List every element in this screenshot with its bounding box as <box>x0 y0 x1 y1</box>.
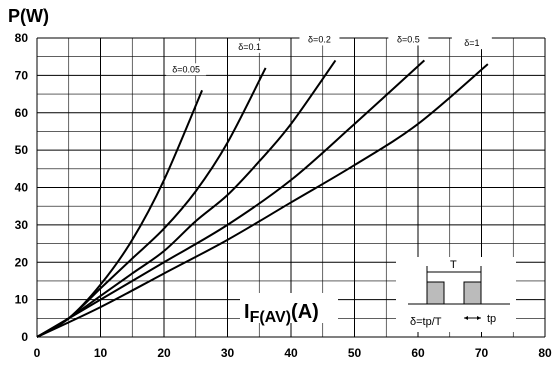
pulse-2 <box>463 281 482 305</box>
series-line <box>36 59 426 338</box>
series-label-bg <box>166 63 207 76</box>
series-line <box>36 63 489 338</box>
x-axis-label-sub: F(AV) <box>250 309 291 326</box>
inset-period-label: T <box>450 259 457 271</box>
x-axis-label-main: I <box>244 301 250 323</box>
y-axis-label: P(W) <box>8 6 49 26</box>
x-tick-label: 10 <box>94 346 108 360</box>
series-line <box>36 59 337 338</box>
x-axis-label-unit: (A) <box>291 301 319 323</box>
series-lines <box>36 59 489 338</box>
x-tick-label: 20 <box>157 346 171 360</box>
series-label-bg <box>451 37 492 50</box>
pulse-1 <box>426 281 445 305</box>
y-tick-label: 40 <box>15 181 29 195</box>
x-tick-label: 0 <box>34 346 41 360</box>
grid <box>36 37 546 338</box>
inset-pulse-label: tp <box>487 313 496 325</box>
series-label: δ=1 <box>464 38 479 48</box>
y-tick-label: 20 <box>15 255 29 269</box>
series-label: δ=0.1 <box>238 42 261 52</box>
series-label-bg <box>229 40 270 53</box>
y-tick-label: 0 <box>21 330 28 344</box>
series-labels: δ=0.05 δ=0.1 δ=0.2 δ=0.5 δ=1 <box>166 33 492 76</box>
series-label: δ=0.2 <box>308 34 331 44</box>
inset-duty-label: δ=tp/T <box>410 316 442 328</box>
y-tick-label: 60 <box>15 106 29 120</box>
series-label-bg <box>388 33 429 46</box>
x-tick-label: 70 <box>475 346 489 360</box>
x-tick-label: 40 <box>284 346 298 360</box>
x-tick-labels: 0 10 20 30 40 50 60 70 80 <box>34 346 552 360</box>
series-label-bg <box>299 33 340 46</box>
x-tick-label: 80 <box>538 346 552 360</box>
y-tick-label: 70 <box>15 68 29 82</box>
y-tick-label: 50 <box>15 143 29 157</box>
y-tick-label: 10 <box>15 293 29 307</box>
x-axis-label: IF(AV)(A) <box>240 293 338 326</box>
y-tick-label: 80 <box>15 31 29 45</box>
x-tick-label: 60 <box>411 346 425 360</box>
svg-text:IF(AV)(A): IF(AV)(A) <box>244 301 319 326</box>
y-tick-labels: 0 10 20 30 40 50 60 70 80 <box>15 31 29 344</box>
series-line <box>36 67 267 338</box>
series-label: δ=0.05 <box>172 64 200 74</box>
y-tick-label: 30 <box>15 218 29 232</box>
series-label: δ=0.5 <box>397 34 420 44</box>
x-tick-label: 30 <box>221 346 235 360</box>
x-tick-label: 50 <box>348 346 362 360</box>
duty-cycle-inset: T δ=tp/T tp <box>396 257 516 332</box>
